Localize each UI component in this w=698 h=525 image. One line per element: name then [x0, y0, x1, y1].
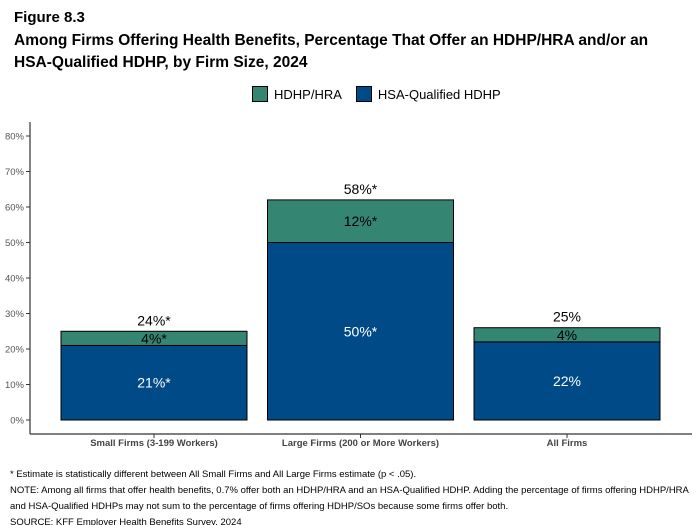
legend-swatch: [355, 86, 372, 102]
figure-label: Figure 8.3: [14, 9, 85, 26]
source: SOURCE: KFF Employer Health Benefits Sur…: [10, 517, 242, 525]
y-tick-label: 30%: [5, 309, 25, 320]
chart-plot: 0% 10% 20% 30% 40% 50% 60% 70% 80% 21%* 4%* 24%* Sma…: [5, 122, 692, 449]
bar-segment: [267, 199, 454, 243]
note-significance: * Estimate is statistically different be…: [10, 469, 417, 480]
bar-segment: [473, 327, 661, 343]
legend-label: HDHP/HRA: [274, 86, 342, 102]
note: NOTE: Among all firms that offer health …: [10, 485, 689, 512]
y-tick-label: 60%: [5, 203, 25, 214]
legend: HDHP/HRA HSA-Qualified HDHP: [252, 86, 515, 102]
bar-segment: [267, 242, 454, 421]
y-tick-label: 10%: [5, 380, 25, 391]
total-label: 25%: [553, 309, 581, 325]
bar-segment: [473, 341, 661, 421]
total-label: 24%*: [137, 312, 171, 328]
legend-item-hdhp-hra: HDHP/HRA: [252, 86, 342, 102]
bar-segment: [60, 330, 248, 346]
y-tick-label: 20%: [5, 345, 25, 356]
total-label: 58%*: [344, 181, 378, 197]
legend-swatch: [252, 86, 268, 102]
x-tick-label: All Firms: [547, 438, 588, 449]
notes: * Estimate is statistically different be…: [10, 467, 690, 525]
bar-segment: [60, 344, 248, 421]
data-label: 22%: [553, 373, 581, 389]
data-label: 4%*: [141, 330, 167, 346]
data-label: 21%*: [137, 375, 171, 391]
data-label: 50%*: [344, 323, 378, 339]
y-tick-label: 70%: [5, 167, 25, 178]
legend-label: HSA-Qualified HDHP: [377, 86, 501, 102]
y-tick-label: 50%: [5, 238, 25, 249]
data-label: 12%*: [344, 213, 378, 229]
y-tick-label: 40%: [5, 274, 25, 285]
y-tick-label: 0%: [10, 416, 24, 427]
legend-item-hsa: HSA-Qualified HDHP: [355, 86, 501, 102]
chart-title: Among Firms Offering Health Benefits, Pe…: [14, 32, 649, 71]
data-label: 4%: [557, 327, 577, 343]
x-tick-label: Large Firms (200 or More Workers): [282, 438, 439, 449]
x-tick-label: Small Firms (3-199 Workers): [90, 438, 218, 449]
y-tick-label: 80%: [5, 132, 25, 143]
